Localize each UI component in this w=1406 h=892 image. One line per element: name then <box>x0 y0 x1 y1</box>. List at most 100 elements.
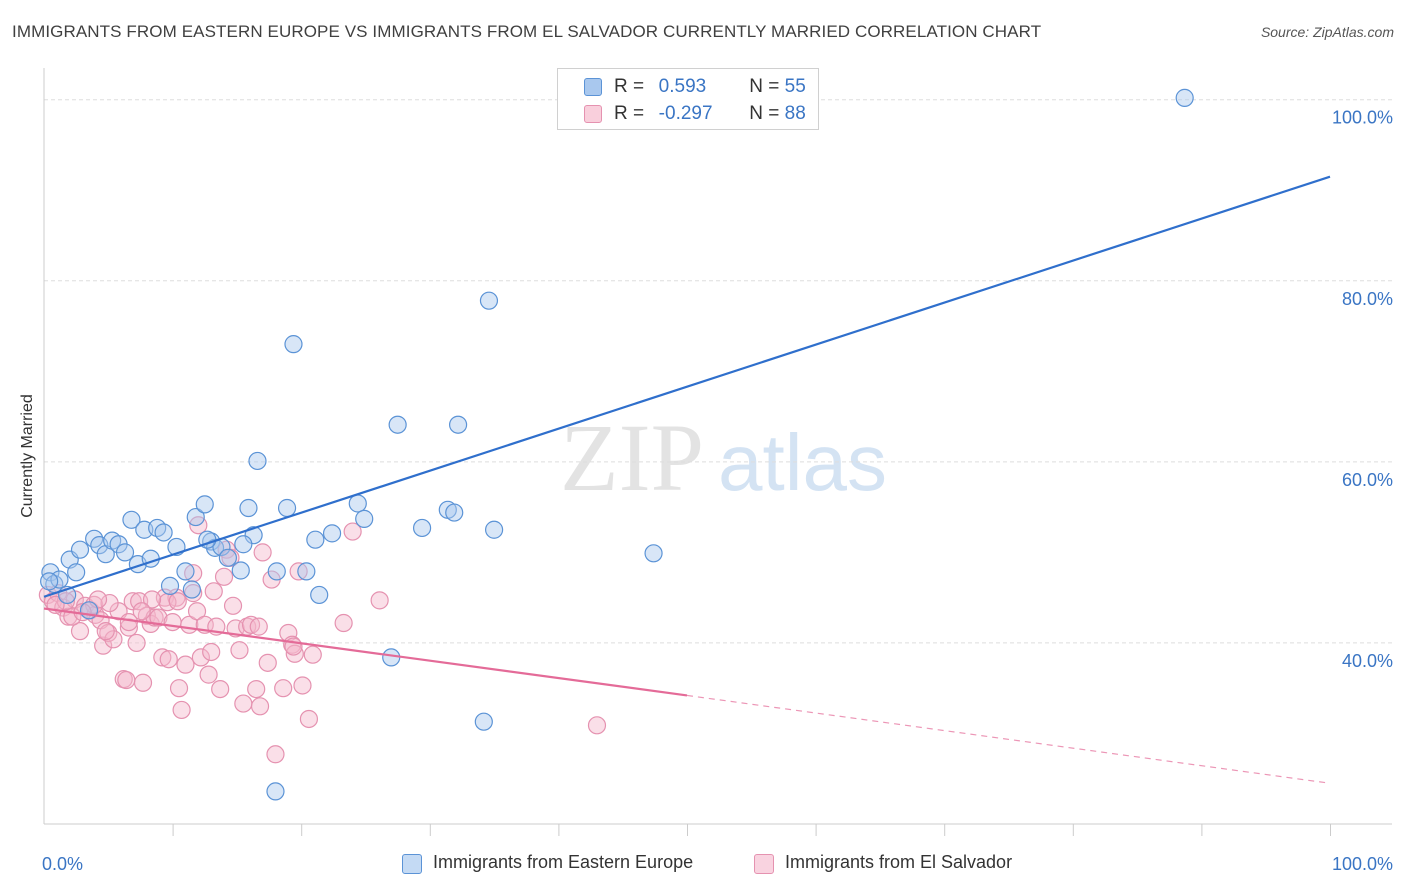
eastern-europe-point <box>267 562 286 581</box>
legend-n-label: N = <box>749 76 780 97</box>
el-salvador-point <box>117 670 136 690</box>
legend-text-blue: R = 0.593 N = 55 <box>614 76 806 98</box>
bottom-legend-label-pink: Immigrants from El Salvador <box>785 852 1013 872</box>
eastern-europe-point <box>266 782 285 801</box>
legend-n-value: 88 <box>784 103 806 124</box>
el-salvador-point <box>343 522 362 541</box>
el-salvador-point <box>163 612 182 632</box>
x-tick-label: 100.0% <box>1332 854 1393 874</box>
el-salvador-point <box>56 592 75 611</box>
el-salvador-point <box>211 679 230 699</box>
el-salvador-point <box>234 694 253 713</box>
eastern-europe-point <box>67 563 86 582</box>
y-tick-label: 60.0% <box>1342 470 1393 490</box>
bottom-legend-label-blue: Immigrants from Eastern Europe <box>433 852 694 872</box>
y-tick-label: 40.0% <box>1342 651 1393 671</box>
watermark-zip: ZIP <box>560 404 704 511</box>
el-salvador-point <box>96 622 115 641</box>
legend-swatch-pink <box>584 105 602 123</box>
eastern-europe-point <box>412 518 432 538</box>
el-salvador-point <box>214 567 234 586</box>
el-salvador-point <box>303 645 322 664</box>
chart-title: IMMIGRANTS FROM EASTERN EUROPE VS IMMIGR… <box>12 22 1042 41</box>
eastern-europe-point <box>445 503 464 522</box>
el-salvador-point <box>334 613 353 633</box>
eastern-europe-point <box>348 494 367 513</box>
el-salvador-point <box>289 562 308 581</box>
el-salvador-point <box>250 697 270 716</box>
eastern-europe-point <box>182 580 201 599</box>
bottom-legend-swatch-pink <box>754 854 774 874</box>
eastern-europe-point <box>388 415 407 434</box>
eastern-europe-point <box>382 648 401 667</box>
eastern-europe-point <box>239 498 258 518</box>
el-salvador-point <box>299 709 319 729</box>
eastern-europe-point <box>297 562 316 581</box>
legend-r-value: -0.297 <box>658 103 713 124</box>
el-salvador-point <box>202 642 221 662</box>
el-salvador-point <box>247 679 266 699</box>
el-salvador-point <box>226 619 245 638</box>
x-tick-label: 0.0% <box>42 854 83 874</box>
eastern-europe-point <box>1175 88 1194 107</box>
el-salvador-point <box>223 596 243 615</box>
eastern-europe-point <box>154 523 173 542</box>
eastern-europe-point <box>244 526 263 545</box>
legend-n-label: N = <box>749 103 780 124</box>
legend-r-value: 0.593 <box>658 76 707 97</box>
eastern-europe-point <box>644 544 663 563</box>
el-salvador-point <box>249 617 268 636</box>
el-salvador-point <box>587 716 607 735</box>
eastern-europe-point <box>122 510 141 529</box>
eastern-europe-point <box>277 498 297 518</box>
eastern-europe-point <box>485 520 504 539</box>
el-salvador-point <box>100 593 119 613</box>
eastern-europe-point <box>284 335 303 354</box>
legend-r-label: R = <box>614 76 645 97</box>
eastern-europe-point <box>231 561 250 580</box>
el-salvador-point <box>123 592 142 611</box>
eastern-europe-point <box>234 535 253 554</box>
el-salvador-point <box>70 622 90 641</box>
el-salvador-point <box>187 602 207 621</box>
chart-source: Source: ZipAtlas.com <box>1260 24 1394 40</box>
el-salvador-point <box>159 650 178 669</box>
eastern-europe-point <box>70 540 90 559</box>
el-salvador-point <box>176 655 195 674</box>
el-salvador-trend-line <box>43 607 688 697</box>
y-tick-label: 80.0% <box>1342 289 1393 309</box>
el-salvador-point <box>142 590 162 609</box>
el-salvador-point <box>172 700 191 720</box>
el-salvador-point <box>230 641 249 660</box>
el-salvador-point <box>168 592 187 611</box>
el-salvador-point <box>132 602 151 621</box>
el-salvador-trend-extension <box>686 694 1331 784</box>
el-salvador-point <box>274 679 293 698</box>
eastern-europe-point <box>322 524 342 543</box>
eastern-europe-point <box>355 509 374 528</box>
eastern-europe-point <box>40 572 59 591</box>
el-salvador-point <box>199 665 218 684</box>
eastern-europe-point <box>306 530 325 549</box>
eastern-europe-point <box>474 712 493 731</box>
el-salvador-point <box>293 676 312 695</box>
el-salvador-point <box>133 673 153 692</box>
eastern-europe-point <box>310 585 329 605</box>
legend-swatch-blue <box>584 78 602 96</box>
bottom-legend-swatch-blue <box>402 854 422 874</box>
eastern-europe-point <box>186 507 205 527</box>
y-tick-label: 100.0% <box>1332 108 1393 128</box>
el-salvador-point <box>370 591 389 610</box>
el-salvador-point <box>169 679 189 698</box>
eastern-europe-point <box>115 543 135 562</box>
eastern-europe-point <box>448 415 468 434</box>
el-salvador-point <box>191 648 210 667</box>
el-salvador-point <box>285 644 304 663</box>
el-salvador-point <box>266 745 285 764</box>
el-salvador-point <box>153 648 172 667</box>
eastern-europe-point <box>195 495 214 514</box>
el-salvador-point <box>127 633 146 653</box>
el-salvador-point <box>258 653 277 672</box>
eastern-europe-point <box>218 548 237 567</box>
